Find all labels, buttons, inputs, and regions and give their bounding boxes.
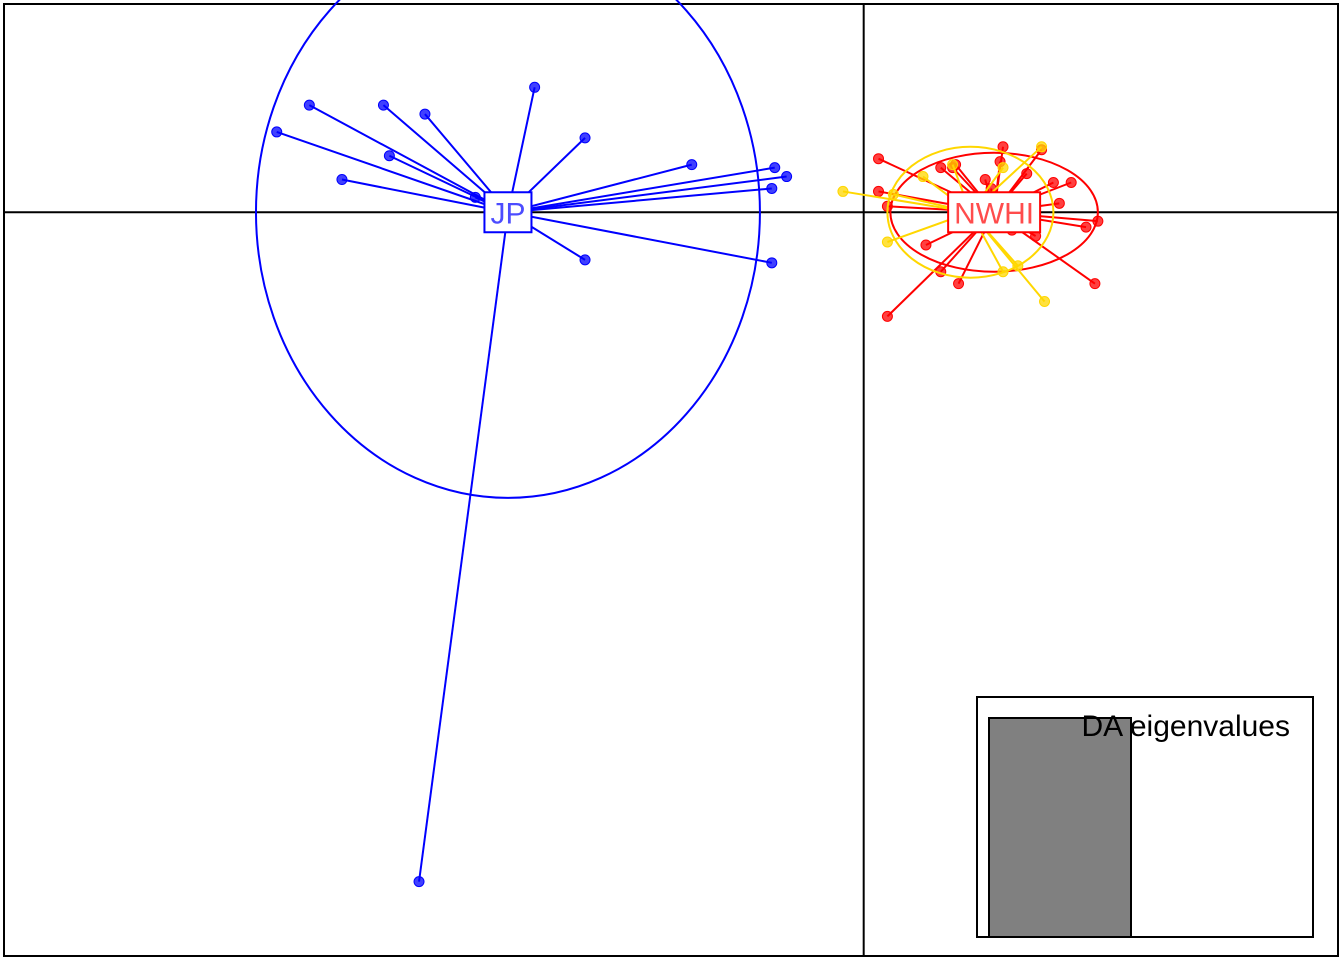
point-NWHI-22 <box>920 239 932 251</box>
point-JP-4 <box>419 108 431 120</box>
point-JP-12 <box>271 126 283 138</box>
eigenvalues-inset: DA eigenvalues <box>976 696 1314 938</box>
groups-layer <box>255 0 1104 888</box>
eigenvalue-bar-0 <box>988 717 1132 938</box>
point-yellow-7 <box>917 171 929 183</box>
group-ellipse-NWHI <box>889 151 1099 273</box>
point-yellow-0 <box>837 185 849 197</box>
segment-JP-3 <box>507 211 772 264</box>
point-JP-8 <box>377 99 389 111</box>
point-yellow-10 <box>947 159 959 171</box>
point-NWHI-0 <box>873 153 885 165</box>
group-ellipse-yellow <box>886 145 1055 279</box>
centroid-label-JP: JP <box>483 191 533 234</box>
segment-JP-14 <box>341 178 509 214</box>
point-yellow-6 <box>881 236 893 248</box>
point-NWHI-11 <box>1089 278 1101 290</box>
point-JP-7 <box>529 81 541 93</box>
point-JP-11 <box>579 254 591 266</box>
point-JP-10 <box>579 132 591 144</box>
segment-JP-13 <box>507 163 693 214</box>
point-NWHI-9 <box>953 278 965 290</box>
point-yellow-2 <box>997 162 1009 174</box>
segment-JP-0 <box>418 212 509 882</box>
point-NWHI-14 <box>979 174 991 186</box>
point-yellow-1 <box>1036 141 1048 153</box>
point-NWHI-13 <box>873 185 885 197</box>
inset-title: DA eigenvalues <box>1082 710 1290 743</box>
point-JP-1 <box>769 162 781 174</box>
point-JP-0 <box>413 876 425 888</box>
centroid-label-text-NWHI: NWHI <box>954 197 1034 230</box>
point-JP-9 <box>781 171 793 183</box>
segment-JP-9 <box>507 175 787 214</box>
point-JP-5 <box>766 182 778 194</box>
centroid-box-JP <box>483 191 533 234</box>
point-JP-14 <box>336 174 348 186</box>
point-NWHI-12 <box>1047 177 1059 188</box>
centroid-labels-layer: JP NWHI <box>483 191 1042 234</box>
plot-border <box>3 3 1339 957</box>
point-yellow-5 <box>997 266 1009 278</box>
centroid-box-NWHI <box>947 191 1042 234</box>
point-NWHI-18 <box>1080 221 1092 233</box>
segment-JP-1 <box>507 166 775 214</box>
centroid-label-text-JP: JP <box>490 197 525 230</box>
point-NWHI-3 <box>881 310 893 322</box>
inset-bars <box>988 717 1132 938</box>
point-NWHI-2 <box>1065 177 1077 188</box>
segment-JP-12 <box>276 130 509 214</box>
segment-JP-5 <box>507 187 772 214</box>
centroid-label-NWHI: NWHI <box>947 191 1042 234</box>
point-JP-2 <box>383 150 395 162</box>
point-yellow-4 <box>1012 260 1024 272</box>
point-NWHI-4 <box>1053 197 1065 209</box>
point-JP-13 <box>686 159 698 171</box>
group-ellipse-JP <box>255 0 761 499</box>
point-yellow-9 <box>887 188 899 200</box>
group-JP <box>255 0 793 888</box>
point-NWHI-21 <box>1092 215 1104 227</box>
point-NWHI-23 <box>1021 168 1033 180</box>
point-JP-15 <box>469 191 481 203</box>
point-JP-3 <box>766 257 778 269</box>
point-JP-6 <box>303 99 315 111</box>
point-NWHI-15 <box>935 162 947 174</box>
point-yellow-3 <box>1039 296 1051 307</box>
